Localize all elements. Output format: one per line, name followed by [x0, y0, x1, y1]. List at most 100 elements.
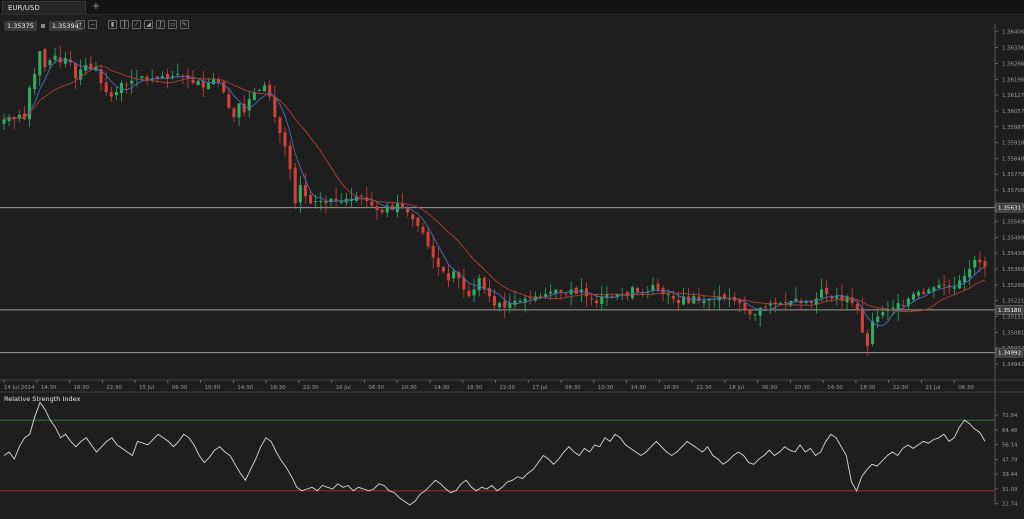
candle-body: [978, 259, 982, 263]
price-level-label: 1.35180: [998, 308, 1022, 314]
candle-body: [927, 289, 931, 294]
candle-body: [211, 78, 216, 85]
time-tick-label: 18:30: [860, 385, 876, 391]
candle-body: [544, 294, 548, 297]
zoom-out-icon[interactable]: −: [88, 20, 97, 29]
candle-body: [155, 76, 159, 79]
price-tick-label: 1.36266: [1002, 61, 1024, 67]
candle-body: [528, 297, 532, 299]
rsi-tick-label: 47.79: [1002, 457, 1018, 463]
rsi-tick-label: 56.14: [1002, 443, 1018, 449]
candle-body: [273, 96, 277, 118]
candle-body: [145, 76, 149, 81]
candle-body: [283, 132, 287, 147]
candle-body: [503, 301, 507, 308]
candle-body: [753, 314, 757, 316]
time-tick-label: 10:30: [205, 385, 221, 391]
candle-body: [171, 76, 175, 79]
candle-body: [237, 103, 241, 118]
candle-body: [365, 197, 369, 201]
price-tick-label: 1.36336: [1002, 46, 1024, 52]
zoom-in-icon[interactable]: +: [76, 20, 85, 29]
candle-body: [278, 117, 282, 133]
rsi-line: [3, 401, 986, 506]
candle-body: [814, 298, 818, 306]
candle-body: [947, 285, 951, 288]
candle-body: [641, 293, 645, 295]
candle-body: [247, 98, 251, 111]
candle-body: [385, 205, 389, 213]
candle-body: [191, 79, 195, 83]
candle-body: [610, 296, 614, 298]
candle-body: [636, 288, 640, 292]
add-tab-button[interactable]: +: [91, 1, 101, 12]
candle-body: [615, 294, 619, 298]
candle-body: [125, 84, 129, 86]
candle-body: [303, 184, 307, 197]
indicators-icon[interactable]: ƒ: [156, 20, 165, 29]
candle-body: [446, 273, 451, 281]
candle-body: [370, 201, 374, 206]
tab-eurusd[interactable]: EUR/USD: [2, 1, 86, 14]
candle-body: [784, 301, 788, 304]
candle-body: [523, 298, 527, 302]
objects-icon[interactable]: ▭: [168, 20, 177, 29]
time-tick-label: 17 Jul: [532, 385, 547, 391]
price-level-badge: [995, 202, 1024, 213]
candle-body: [549, 291, 553, 294]
candle-body: [395, 203, 399, 213]
candle-body: [794, 298, 798, 302]
time-tick-label: 22:30: [303, 385, 319, 391]
candle-body: [896, 303, 900, 310]
candle-body: [309, 194, 313, 204]
candle-body: [196, 80, 200, 86]
candle-body: [809, 300, 813, 304]
area-chart-icon[interactable]: ◢: [144, 20, 153, 29]
candle-body: [452, 271, 456, 279]
candle-body: [554, 289, 558, 294]
time-tick-label: 21 Jul: [925, 385, 940, 391]
price-tick-label: 1.36196: [1002, 77, 1024, 83]
candle-body: [656, 283, 660, 290]
draw-icon[interactable]: ✎: [180, 20, 189, 29]
price-tick-label: 1.36127: [1002, 93, 1024, 99]
time-tick-label: 18:30: [663, 385, 679, 391]
candle-body: [94, 67, 98, 71]
candle-body: [17, 114, 21, 119]
price-tick-label: 1.36406: [1002, 30, 1024, 36]
candle-body: [513, 300, 517, 305]
candle-body: [329, 198, 333, 203]
candle-body: [355, 196, 359, 201]
candle-body: [687, 296, 691, 304]
candle-body: [441, 267, 445, 272]
candles-icon[interactable]: ┃: [120, 20, 129, 29]
candle-body: [375, 206, 379, 211]
time-tick-label: 22:30: [500, 385, 516, 391]
candle-body: [431, 245, 435, 258]
candle-body: [763, 307, 767, 309]
candle-body: [268, 84, 272, 97]
candle-body: [855, 303, 859, 310]
candle-body: [416, 217, 420, 226]
candle-body: [605, 294, 609, 298]
candle-body: [768, 303, 772, 306]
quote-panel: 1.35375 1.35394: [4, 20, 82, 31]
candle-body: [876, 316, 880, 322]
candle-body: [819, 289, 824, 298]
bid-price: 1.35375: [4, 20, 37, 31]
candle-body: [165, 73, 170, 79]
candle-body: [871, 321, 875, 345]
candle-body: [33, 73, 37, 90]
price-tick-label: 1.35430: [1002, 251, 1024, 257]
candle-body: [850, 297, 854, 304]
time-tick-label: 14:30: [237, 385, 253, 391]
line-chart-icon[interactable]: ⁄: [132, 20, 141, 29]
candle-body: [48, 60, 52, 66]
candle-body: [968, 269, 972, 278]
candle-body: [901, 304, 905, 306]
candle-body: [89, 63, 93, 70]
time-tick-label: 06:30: [958, 385, 974, 391]
candle-body: [559, 289, 563, 292]
bar-chart-icon[interactable]: ▮: [108, 20, 117, 29]
